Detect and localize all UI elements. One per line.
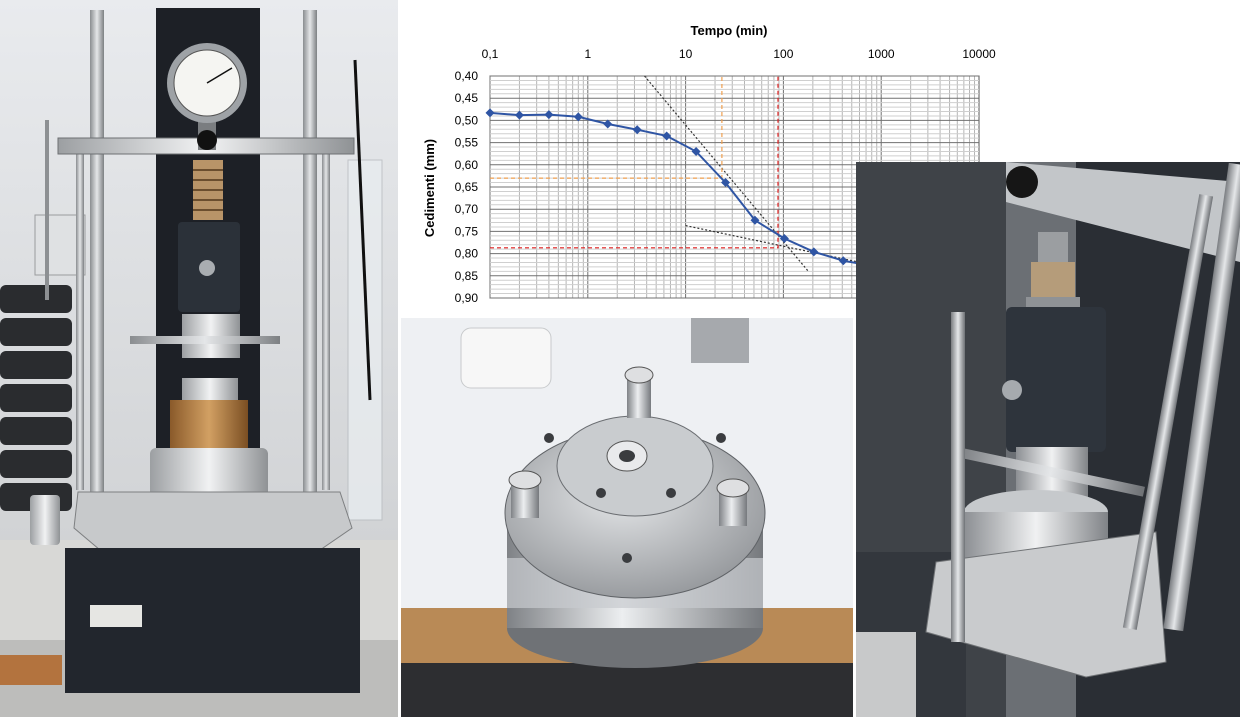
- y-tick-label: 0,45: [455, 91, 479, 105]
- data-point: [485, 108, 495, 118]
- y-tick-label: 0,80: [455, 247, 479, 261]
- data-point: [809, 247, 819, 257]
- data-point: [721, 178, 731, 188]
- y-axis-title: Cedimenti (mm): [422, 139, 437, 237]
- data-point: [544, 110, 554, 120]
- x-tick-labels: 0,1 1 10 100 1000 10000: [482, 47, 996, 61]
- y-tick-label: 0,75: [455, 224, 479, 238]
- photo-oedometer-cell: [401, 318, 853, 717]
- data-point: [632, 125, 642, 135]
- y-tick-label: 0,55: [455, 136, 479, 150]
- y-tick-label: 0,85: [455, 269, 479, 283]
- x-tick-label: 1000: [868, 47, 895, 61]
- x-tick-label: 100: [773, 47, 793, 61]
- x-tick-label: 0,1: [482, 47, 499, 61]
- data-point: [514, 110, 524, 120]
- y-tick-label: 0,65: [455, 180, 479, 194]
- photo-oedometer-loaded: [856, 162, 1240, 717]
- photo-oedometer-frame: [0, 0, 398, 717]
- y-tick-label: 0,90: [455, 291, 479, 305]
- data-point: [838, 256, 848, 266]
- x-tick-label: 10000: [962, 47, 996, 61]
- y-tick-label: 0,70: [455, 202, 479, 216]
- data-point: [603, 119, 613, 129]
- y-tick-label: 0,40: [455, 69, 479, 83]
- data-point: [691, 146, 701, 156]
- y-tick-label: 0,50: [455, 113, 479, 127]
- y-tick-label: 0,60: [455, 158, 479, 172]
- reference-line: [490, 76, 779, 249]
- y-tick-labels: 0,40 0,45 0,50 0,55 0,60 0,65 0,70 0,75 0,80 0,85…: [455, 69, 479, 305]
- data-point: [779, 234, 789, 244]
- x-axis-title: Tempo (min): [690, 23, 767, 38]
- data-point: [662, 131, 672, 141]
- x-tick-label: 1: [584, 47, 591, 61]
- data-point: [750, 215, 760, 225]
- data-point: [573, 112, 583, 122]
- x-tick-label: 10: [679, 47, 693, 61]
- reference-line: [490, 76, 723, 179]
